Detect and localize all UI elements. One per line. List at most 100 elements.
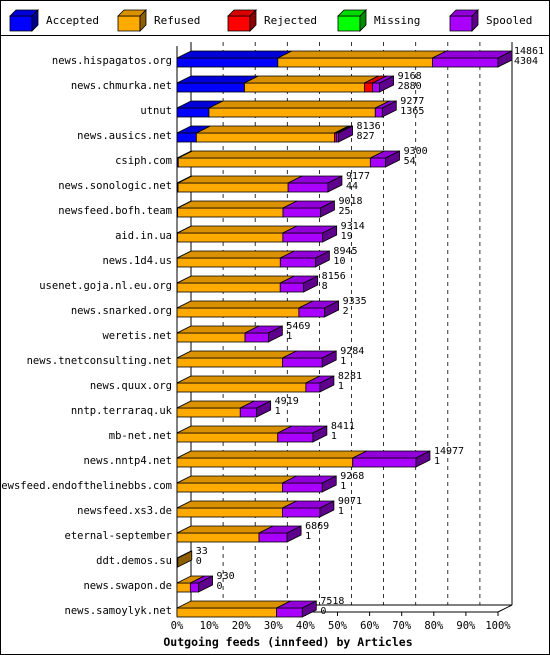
value-accepted-news-hispagatos-org: 4304 (514, 56, 538, 67)
legend-swatch-rejected-side (249, 9, 257, 32)
category-label-mb-net-net: mb-net.net (109, 430, 172, 442)
category-label-news-1d4-us: news.1d4.us (102, 255, 172, 267)
bar-news-samoylyk-net-spooled-front (276, 607, 303, 618)
bar-weretis-net-spooled-side (267, 325, 283, 343)
value-accepted-eternal-september: 1 (305, 531, 311, 542)
bar-newsfeed-xs3-de-spooled-front (282, 507, 321, 518)
x-tick-label-10: 100% (485, 620, 511, 632)
bar-news-ausics-net-accepted-front (176, 132, 197, 143)
x-tick-label-9: 90% (456, 620, 476, 632)
value-total-news-quux-org: 8281 (338, 371, 362, 382)
value-accepted-news-1d4-us: 10 (333, 256, 345, 267)
bar-newsfeed-bofh-team-refused-top (177, 200, 298, 209)
bar-csiph-com-spooled-side (385, 150, 400, 168)
category-label-news-snarked-org: news.snarked.org (71, 305, 172, 317)
value-accepted-news-nntp4-net: 1 (434, 456, 440, 467)
category-label-news-quux-org: news.quux.org (90, 380, 172, 392)
value-accepted-csiph-com: 54 (404, 156, 416, 167)
value-total-aid-in-ua: 9314 (341, 221, 365, 232)
bar-news-hispagatos-org-spooled-front (432, 57, 499, 68)
bar-news-nntp4-net-spooled-side (415, 450, 431, 468)
legend-swatch-accepted-front (9, 15, 33, 32)
bar-csiph-com-spooled-front (369, 157, 386, 168)
bar-aid-in-ua-spooled-side (322, 225, 338, 243)
bar-news-1d4-us-refused-front (176, 257, 281, 268)
category-label-news-sonologic-net: news.sonologic.net (58, 180, 172, 192)
bar-news-1d4-us-spooled-front (279, 257, 316, 268)
bar-news-snarked-org-refused-top (176, 300, 314, 309)
x-tick-label-4: 40% (296, 620, 316, 632)
value-total-news-tnetconsulting-net: 9284 (340, 346, 364, 357)
legend-swatch-missing-front (337, 15, 361, 32)
bar-newsfeed-xs3-de-refused-top (176, 500, 297, 509)
category-label-usenet-goja-nl-eu-org: usenet.goja.nl.eu.org (39, 280, 172, 292)
bar-news-1d4-us-spooled-side (315, 250, 330, 268)
bar-news-hispagatos-org-accepted-top (176, 50, 292, 59)
bar-news-quux-org-refused-top (176, 375, 321, 384)
bar-news-tnetconsulting-net-refused-front (176, 357, 283, 368)
bar-news-quux-org-spooled-front (305, 382, 321, 393)
bar-weretis-net-refused-front (176, 332, 246, 343)
bar-ddt-demos-su-refused-side (177, 550, 193, 568)
value-accepted-news-snarked-org: 2 (343, 306, 349, 317)
bar-eternal-september-spooled-front (258, 532, 288, 543)
bar-news-tnetconsulting-net-spooled-side (321, 350, 337, 368)
bar-news-ausics-net-refused-top (196, 125, 349, 134)
legend-label-rejected: Rejected (264, 14, 317, 27)
x-tick-label-5: 50% (328, 620, 348, 632)
bar-eternal-september-refused-top (176, 525, 274, 534)
bar-news-snarked-org-refused-front (176, 307, 300, 318)
bar-newsfeed-endofthelinebbs-com-refused-top (176, 475, 297, 484)
bar-news-chmurka-net-accepted-front (176, 82, 245, 93)
value-total-news-samoylyk-net: 7518 (320, 596, 344, 607)
bar-weretis-net-spooled-front (244, 332, 269, 343)
bar-utnut-accepted-front (176, 107, 210, 118)
bar-newsfeed-xs3-de-spooled-side (319, 500, 335, 518)
bar-news-tnetconsulting-net-spooled-front (282, 357, 323, 368)
bar-news-quux-org-refused-front (176, 382, 307, 393)
legend-label-refused: Refused (154, 14, 200, 27)
category-label-news-samoylyk-net: news.samoylyk.net (65, 605, 172, 617)
bar-newsfeed-endofthelinebbs-com-spooled-side (321, 475, 337, 493)
bar-utnut-refused-front (208, 107, 376, 118)
bar-news-snarked-org-spooled-side (324, 300, 340, 318)
category-label-csiph-com: csiph.com (115, 155, 172, 167)
value-total-eternal-september: 6869 (305, 521, 329, 532)
x-axis-title: Outgoing feeds (innfeed) by Articles (163, 635, 412, 649)
bar-news-ausics-net-spooled-side (338, 125, 353, 143)
value-total-newsfeed-xs3-de: 9071 (338, 496, 362, 507)
bar-newsfeed-bofh-team-spooled-side (320, 200, 335, 218)
bar-news-swapon-de-spooled-side (198, 575, 213, 593)
bar-aid-in-ua-refused-top (177, 225, 298, 234)
legend-swatch-rejected-front (227, 15, 251, 32)
x-tick-label-0: 0% (171, 620, 184, 632)
value-accepted-usenet-goja-nl-eu-org: 8 (322, 281, 328, 292)
value-total-newsfeed-bofh-team: 9018 (338, 196, 362, 207)
bar-newsfeed-xs3-de-refused-front (176, 507, 283, 518)
bar-newsfeed-endofthelinebbs-com-spooled-front (282, 482, 323, 493)
bar-news-samoylyk-net-refused-front (176, 607, 277, 618)
bar-mb-net-net-refused-front (176, 432, 279, 443)
bar-news-samoylyk-net-refused-top (176, 600, 291, 609)
value-total-newsfeed-endofthelinebbs-com: 9268 (340, 471, 364, 482)
bar-news-hispagatos-org-spooled-side (497, 50, 513, 68)
value-total-usenet-goja-nl-eu-org: 8156 (322, 271, 346, 282)
bar-csiph-com-refused-top (178, 150, 385, 159)
category-label-news-tnetconsulting-net: news.tnetconsulting.net (27, 355, 172, 367)
bar-news-nntp4-net-refused-top (176, 450, 367, 459)
bar-news-tnetconsulting-net-refused-top (176, 350, 297, 359)
value-accepted-news-sonologic-net: 44 (346, 181, 358, 192)
value-total-news-snarked-org: 9335 (343, 296, 367, 307)
value-accepted-newsfeed-endofthelinebbs-com: 1 (340, 481, 346, 492)
bar-news-swapon-de-refused-front (176, 582, 191, 593)
value-total-news-1d4-us: 8945 (333, 246, 357, 257)
legend-swatch-spooled-front (449, 15, 473, 32)
bar-news-hispagatos-org-accepted-front (176, 57, 279, 68)
value-total-news-swapon-de: 930 (217, 571, 235, 582)
value-accepted-ddt-demos-su: 0 (196, 556, 202, 567)
bar-news-chmurka-net-spooled-front (372, 82, 381, 93)
value-total-csiph-com: 9300 (404, 146, 428, 157)
bar-news-ausics-net-refused-front (195, 132, 335, 143)
value-total-utnut: 9277 (400, 96, 424, 107)
